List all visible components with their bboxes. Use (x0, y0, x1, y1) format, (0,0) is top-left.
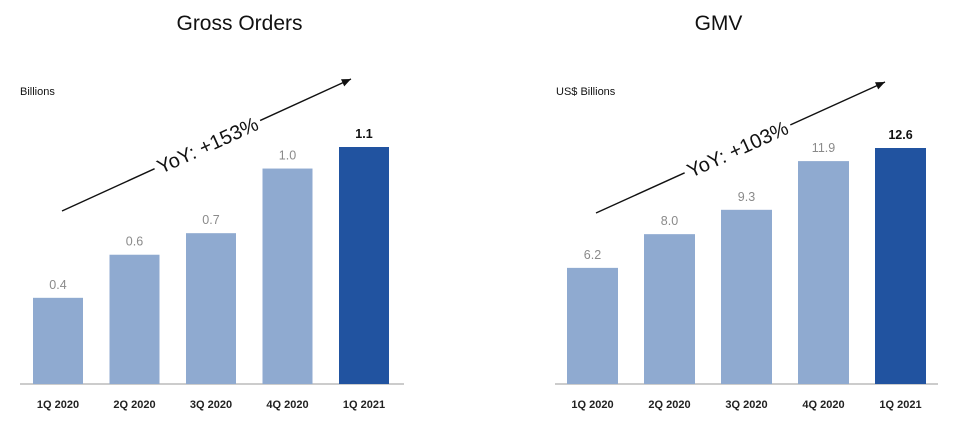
x-tick-label: 1Q 2021 (343, 399, 385, 411)
bar-value-label: 12.6 (888, 128, 912, 142)
chart-title: GMV (694, 12, 743, 35)
x-tick-label: 3Q 2020 (725, 399, 767, 411)
bar (109, 254, 160, 384)
trend-annotation: YoY: +153% (149, 109, 266, 181)
gross-orders-chart: Gross Orders Billions 0.4 1Q 2020 0.6 2Q 20… (20, 12, 404, 411)
annotation-backdrop (679, 113, 796, 185)
x-tick-label: 1Q 2020 (571, 399, 613, 411)
bar-value-label: 0.6 (126, 235, 143, 249)
bar-value-label: 6.2 (584, 248, 601, 262)
bar-value-label: 8.0 (661, 214, 678, 228)
bar (339, 147, 389, 384)
x-tick-label: 2Q 2020 (648, 399, 690, 411)
bar (875, 148, 926, 384)
bar (33, 297, 83, 384)
unit-label: Billions (20, 86, 55, 98)
chart-title: Gross Orders (176, 12, 303, 35)
annotation-label: YoY: +103% (684, 117, 792, 182)
arrow-head-icon (341, 79, 351, 87)
gmv-chart: GMV US$ Billions 6.2 1Q 2020 8.0 2Q 2020 9.3… (479, 0, 958, 442)
bar (644, 234, 695, 384)
bar-value-label: 11.9 (812, 141, 835, 155)
bar-value-label: 1.0 (279, 149, 296, 163)
bar (262, 168, 313, 384)
bar-value-label: 9.3 (738, 190, 755, 204)
x-tick-label: 1Q 2021 (879, 399, 921, 411)
x-tick-label: 1Q 2020 (37, 399, 79, 411)
x-tick-label: 4Q 2020 (266, 399, 308, 411)
trend-annotation: YoY: +103% (679, 113, 796, 185)
gross-orders-plot: 0.4 1Q 2020 0.6 2Q 2020 0.7 3Q 2020 1.0 4Q 2020… (20, 78, 404, 411)
bar (186, 233, 236, 384)
bar (567, 267, 618, 384)
annotation-backdrop (149, 109, 266, 181)
bar (721, 209, 772, 384)
unit-label: US$ Billions (556, 86, 616, 98)
bar (798, 161, 849, 384)
x-tick-label: 4Q 2020 (802, 399, 844, 411)
bar-value-label: 0.7 (202, 213, 219, 227)
x-tick-label: 3Q 2020 (190, 399, 232, 411)
bar-value-label: 1.1 (355, 127, 372, 141)
bar-value-label: 0.4 (49, 278, 66, 292)
arrow-head-icon (875, 82, 885, 90)
gmv-plot: 6.2 1Q 2020 8.0 2Q 2020 9.3 3Q 2020 11.9 4Q 202… (555, 81, 938, 411)
x-tick-label: 2Q 2020 (113, 399, 155, 411)
annotation-label: YoY: +153% (154, 113, 262, 178)
